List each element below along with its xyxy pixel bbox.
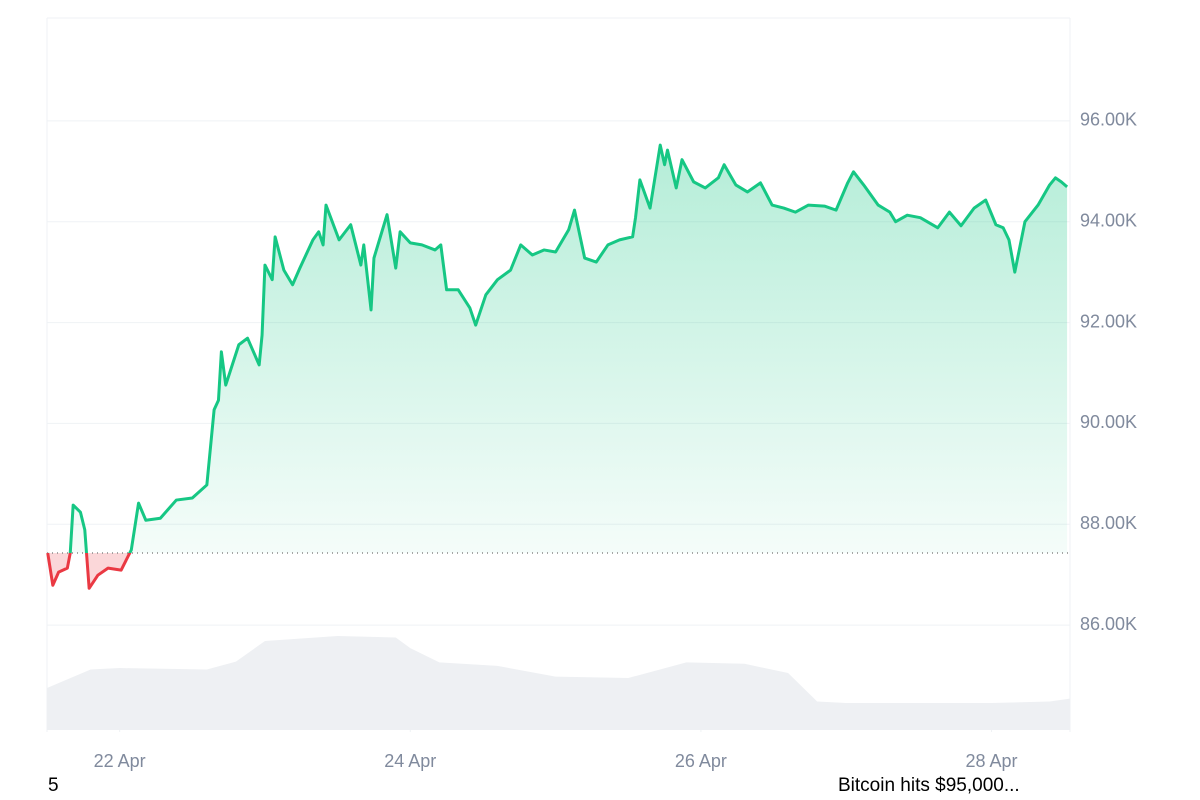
y-tick-label: 94.00K: [1080, 210, 1137, 230]
x-tick-label: 28 Apr: [966, 751, 1018, 771]
footer-right: Bitcoin hits $95,000...: [838, 775, 1020, 796]
x-tick-label: 24 Apr: [384, 751, 436, 771]
x-tick-label: 26 Apr: [675, 751, 727, 771]
x-tick-label: 22 Apr: [94, 751, 146, 771]
y-tick-label: 88.00K: [1080, 513, 1137, 533]
area-above: [47, 145, 1068, 554]
y-tick-label: 86.00K: [1080, 614, 1137, 634]
y-tick-label: 92.00K: [1080, 311, 1137, 331]
footer-left: 5: [48, 775, 59, 796]
y-tick-label: 90.00K: [1080, 412, 1137, 432]
y-tick-label: 96.00K: [1080, 110, 1137, 130]
price-line: [47, 143, 1069, 554]
volume-area: [47, 636, 1070, 730]
